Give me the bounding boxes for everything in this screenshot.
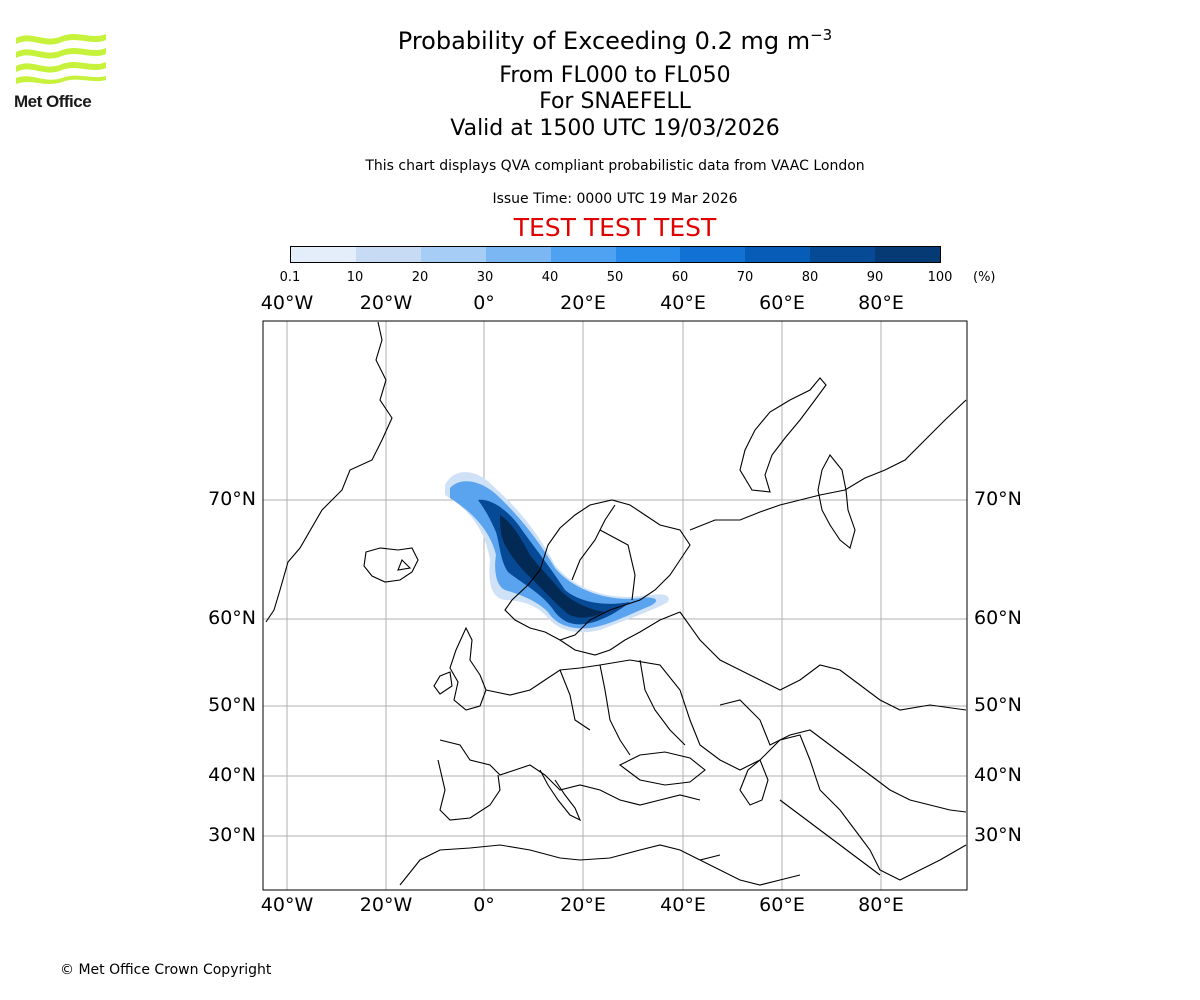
- greenland-coast: [265, 321, 393, 623]
- title-main: Probability of Exceeding 0.2 mg m: [397, 27, 811, 55]
- colorbar-cell: [680, 247, 746, 262]
- iceland-volcano: [397, 559, 412, 571]
- colorbar-cell: [745, 247, 811, 262]
- lon-label: 20°E: [560, 292, 606, 314]
- lat-label: 70°N: [974, 488, 1022, 510]
- lat-label: 30°N: [974, 824, 1022, 846]
- north-africa: [399, 844, 721, 886]
- copyright: © Met Office Crown Copyright: [60, 962, 272, 978]
- lon-label: 40°E: [660, 894, 706, 916]
- europe-coast: [485, 659, 967, 881]
- caspian: [739, 759, 769, 806]
- black-sea: [618, 751, 706, 786]
- lon-label: 20°W: [359, 292, 413, 314]
- colorbar-tick-label: 90: [866, 270, 884, 285]
- russia-arctic: [689, 399, 967, 531]
- italy: [539, 769, 582, 822]
- logo-text: Met Office: [14, 92, 92, 111]
- lon-label: 20°W: [359, 894, 413, 916]
- lon-label: 40°E: [660, 292, 706, 314]
- ash-plume: [445, 472, 669, 633]
- colorbar-cell: [810, 247, 876, 262]
- lon-label: 80°E: [858, 894, 904, 916]
- colorbar: [290, 246, 941, 263]
- lon-label: 0°: [473, 894, 495, 916]
- colorbar-tick-label: 30: [476, 270, 494, 285]
- lat-label: 70°N: [208, 488, 256, 510]
- colorbar-tick-label: 60: [671, 270, 689, 285]
- test-banner: TEST TEST TEST: [513, 213, 717, 242]
- lon-label: 40°W: [260, 292, 314, 314]
- colorbar-cell: [291, 247, 356, 262]
- central-asia-borders: [719, 699, 967, 813]
- lat-label: 60°N: [974, 607, 1022, 629]
- novaya-zemlya: [739, 377, 827, 493]
- lat-label: 50°N: [974, 694, 1022, 716]
- issue-time: Issue Time: 0000 UTC 19 Mar 2026: [492, 191, 738, 207]
- lat-label: 40°N: [208, 764, 256, 786]
- russia-borders: [679, 611, 967, 711]
- colorbar-tick-label: 80: [801, 270, 819, 285]
- mediterranean-north: [439, 739, 701, 806]
- lon-label: 20°E: [560, 894, 606, 916]
- colorbar-cell: [420, 247, 486, 262]
- plume-peak: [500, 515, 605, 618]
- iceland-coast: [363, 547, 419, 583]
- level-range: From FL000 to FL050: [499, 63, 731, 88]
- lon-label: 60°E: [759, 292, 805, 314]
- colorbar-tick-label: 50: [606, 270, 624, 285]
- lon-label: 60°E: [759, 894, 805, 916]
- title-superscript: −3: [810, 26, 833, 44]
- sweden-finland-border: [571, 504, 636, 601]
- colorbar-cell: [875, 247, 941, 262]
- yamal: [817, 454, 856, 549]
- colorbar-unit: (%): [973, 270, 996, 285]
- map-frame: [262, 320, 968, 891]
- colorbar-tick-label: 70: [736, 270, 754, 285]
- eastern-europe-borders: [559, 659, 686, 756]
- colorbar-cell: [615, 247, 681, 262]
- british-isles: [433, 626, 487, 711]
- volcano-name: For SNAEFELL: [539, 89, 691, 114]
- baltic-coast: [559, 611, 681, 656]
- scandinavia-coast: [504, 499, 691, 641]
- colorbar-cell: [550, 247, 616, 262]
- colorbar-tick-label: 0.1: [279, 270, 301, 285]
- met-office-logo: [16, 34, 106, 84]
- lat-label: 60°N: [208, 607, 256, 629]
- lat-label: 50°N: [208, 694, 256, 716]
- coastlines: [265, 321, 967, 886]
- iran-borders: [779, 799, 881, 876]
- lat-label: 40°N: [974, 764, 1022, 786]
- arabia: [699, 859, 801, 886]
- iberia: [437, 759, 501, 821]
- colorbar-cell: [355, 247, 421, 262]
- lat-label: 30°N: [208, 824, 256, 846]
- chart-title: Probability of Exceeding 0.2 mg m−3: [0, 26, 1200, 55]
- colorbar-tick-label: 40: [541, 270, 559, 285]
- lon-label: 40°W: [260, 894, 314, 916]
- lon-label: 80°E: [858, 292, 904, 314]
- colorbar-tick-label: 10: [346, 270, 364, 285]
- lon-label: 0°: [473, 292, 495, 314]
- colorbar-tick-label: 100: [927, 270, 953, 285]
- description: This chart displays QVA compliant probab…: [365, 158, 865, 174]
- colorbar-cell: [485, 247, 551, 262]
- colorbar-tick-label: 20: [411, 270, 429, 285]
- valid-time: Valid at 1500 UTC 19/03/2026: [450, 116, 780, 141]
- plume-core: [478, 499, 630, 625]
